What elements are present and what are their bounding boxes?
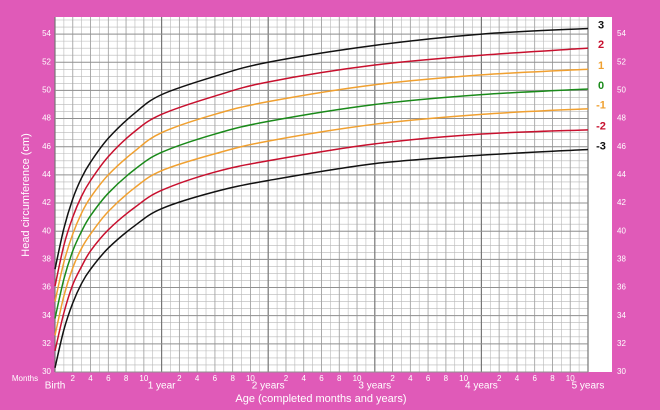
x-tick-label: Birth — [45, 381, 66, 392]
x-tick-label: 10 — [459, 374, 468, 383]
y-tick-label-right: 44 — [617, 170, 626, 179]
x-tick-label: 2 — [71, 374, 76, 383]
y-tick-label-right: 52 — [617, 57, 626, 66]
y-tick-label-right: 34 — [617, 311, 626, 320]
x-tick-label: 4 — [515, 374, 520, 383]
y-tick-label: 44 — [42, 170, 51, 179]
z-score-label: 0 — [598, 80, 604, 92]
x-tick-label: 5 years — [572, 381, 605, 392]
x-tick-label: 8 — [337, 374, 342, 383]
x-tick-label: 10 — [246, 374, 255, 383]
x-tick-label: 4 — [408, 374, 413, 383]
x-tick-label: 8 — [444, 374, 449, 383]
y-tick-label-right: 46 — [617, 142, 626, 151]
z-score-line — [54, 88, 589, 319]
z-score-line — [54, 107, 589, 336]
z-score-line — [54, 148, 589, 368]
y-tick-label-right: 48 — [617, 114, 626, 123]
z-score-label: 2 — [598, 39, 604, 51]
y-tick-label-right: 42 — [617, 198, 626, 207]
y-tick-label: 40 — [42, 226, 51, 235]
z-score-line — [54, 27, 589, 270]
x-tick-label: 2 — [177, 374, 182, 383]
x-tick-label: 1 year — [148, 381, 176, 392]
z-score-label: -3 — [596, 140, 606, 152]
x-tick-label: 6 — [213, 374, 218, 383]
x-tick-label: 3 years — [358, 381, 391, 392]
x-tick-label: 10 — [566, 374, 575, 383]
x-tick-label: 6 — [106, 374, 111, 383]
x-tick-label: 6 — [319, 374, 324, 383]
y-tick-label-right: 40 — [617, 226, 626, 235]
y-tick-label: 34 — [42, 311, 51, 320]
y-tick-label: 46 — [42, 142, 51, 151]
z-score-label: -2 — [596, 121, 606, 133]
y-tick-label-right: 30 — [617, 367, 626, 376]
x-tick-label: 4 — [195, 374, 200, 383]
y-tick-label: 48 — [42, 114, 51, 123]
z-score-line — [54, 129, 589, 352]
y-tick-label-right: 50 — [617, 86, 626, 95]
x-tick-label: 2 — [284, 374, 289, 383]
z-score-label: 1 — [598, 60, 604, 72]
y-axis-title: Head circumference (cm) — [20, 133, 32, 256]
x-tick-label: 2 — [390, 374, 395, 383]
y-tick-label-right: 54 — [617, 29, 626, 38]
z-score-label: -1 — [596, 100, 606, 112]
x-unit-label: Months — [12, 374, 38, 383]
y-tick-label: 38 — [42, 254, 51, 263]
x-tick-label: 4 — [88, 374, 93, 383]
x-tick-label: 8 — [550, 374, 555, 383]
y-tick-label: 52 — [42, 57, 51, 66]
y-tick-label: 54 — [42, 29, 51, 38]
y-tick-label: 36 — [42, 283, 51, 292]
x-tick-label: 8 — [124, 374, 129, 383]
x-axis-title: Age (completed months and years) — [235, 393, 406, 405]
y-tick-label-right: 32 — [617, 339, 626, 348]
z-score-label: 3 — [598, 19, 604, 31]
x-tick-label: 8 — [230, 374, 235, 383]
x-tick-label: 10 — [353, 374, 362, 383]
z-score-line — [54, 47, 589, 287]
x-tick-label: 4 — [302, 374, 307, 383]
x-tick-label: 4 years — [465, 381, 498, 392]
y-tick-label: 30 — [42, 367, 51, 376]
x-tick-label: 6 — [532, 374, 537, 383]
y-tick-label-right: 38 — [617, 254, 626, 263]
x-tick-label: 2 years — [252, 381, 285, 392]
x-tick-label: 2 — [497, 374, 502, 383]
y-tick-label-right: 36 — [617, 283, 626, 292]
y-tick-label: 50 — [42, 86, 51, 95]
y-tick-label: 42 — [42, 198, 51, 207]
x-tick-label: 6 — [426, 374, 431, 383]
z-score-line — [54, 68, 589, 302]
x-tick-label: 10 — [139, 374, 148, 383]
y-tick-label: 32 — [42, 339, 51, 348]
